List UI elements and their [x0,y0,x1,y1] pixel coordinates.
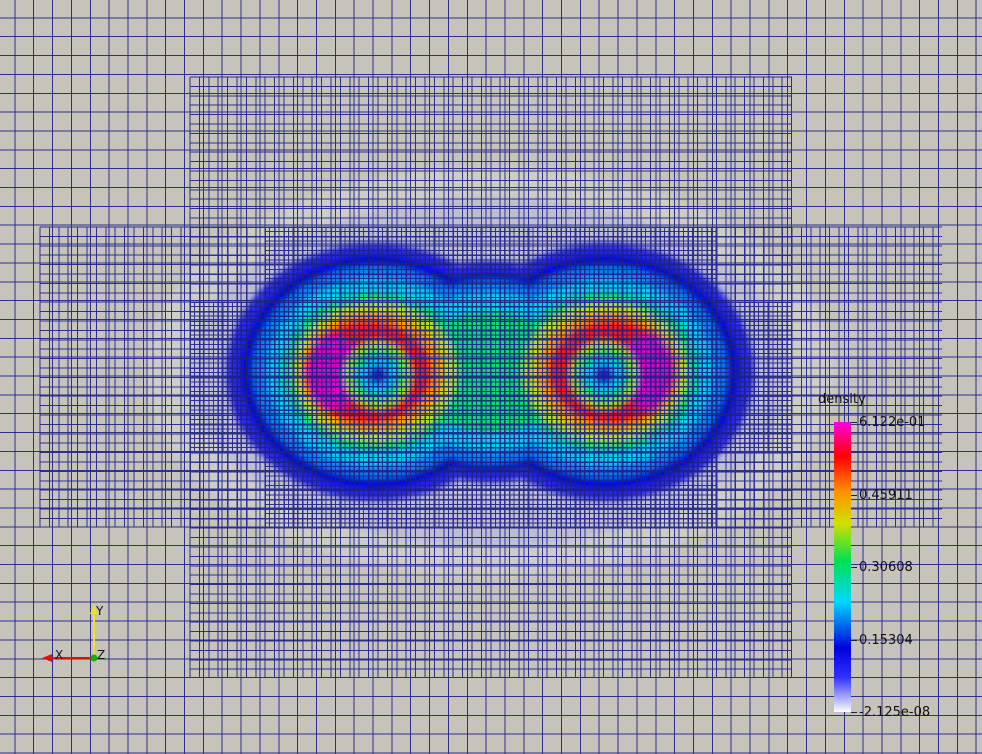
z-axis-dot [90,654,98,662]
scalar-bar-tick-label: 6.122e-01 [859,415,926,430]
scalar-bar-tick-mark [851,494,857,496]
z-axis-label: Z [97,648,106,662]
y-axis-label: Y [96,604,104,618]
y-axis-arrow [90,604,98,614]
orientation-axes[interactable] [30,598,120,678]
x-axis-label: X [55,648,64,662]
scalar-bar-tick-label: 0.30608 [859,560,913,575]
scalar-bar-tick-label: -2.125e-08 [859,705,931,720]
scalar-bar-tick-mark [851,639,857,641]
scalar-bar-tick-label: 0.15304 [859,632,913,648]
scalar-bar-tick-label: 0.45911 [859,487,913,503]
scalar-bar-tick-mark [851,567,857,568]
x-axis-arrow [42,654,52,662]
scalar-bar-title: density [818,392,866,407]
scalar-bar-tick-mark [851,712,857,713]
scalar-bar[interactable] [834,422,851,712]
scalar-bar-tick-mark [851,422,857,423]
